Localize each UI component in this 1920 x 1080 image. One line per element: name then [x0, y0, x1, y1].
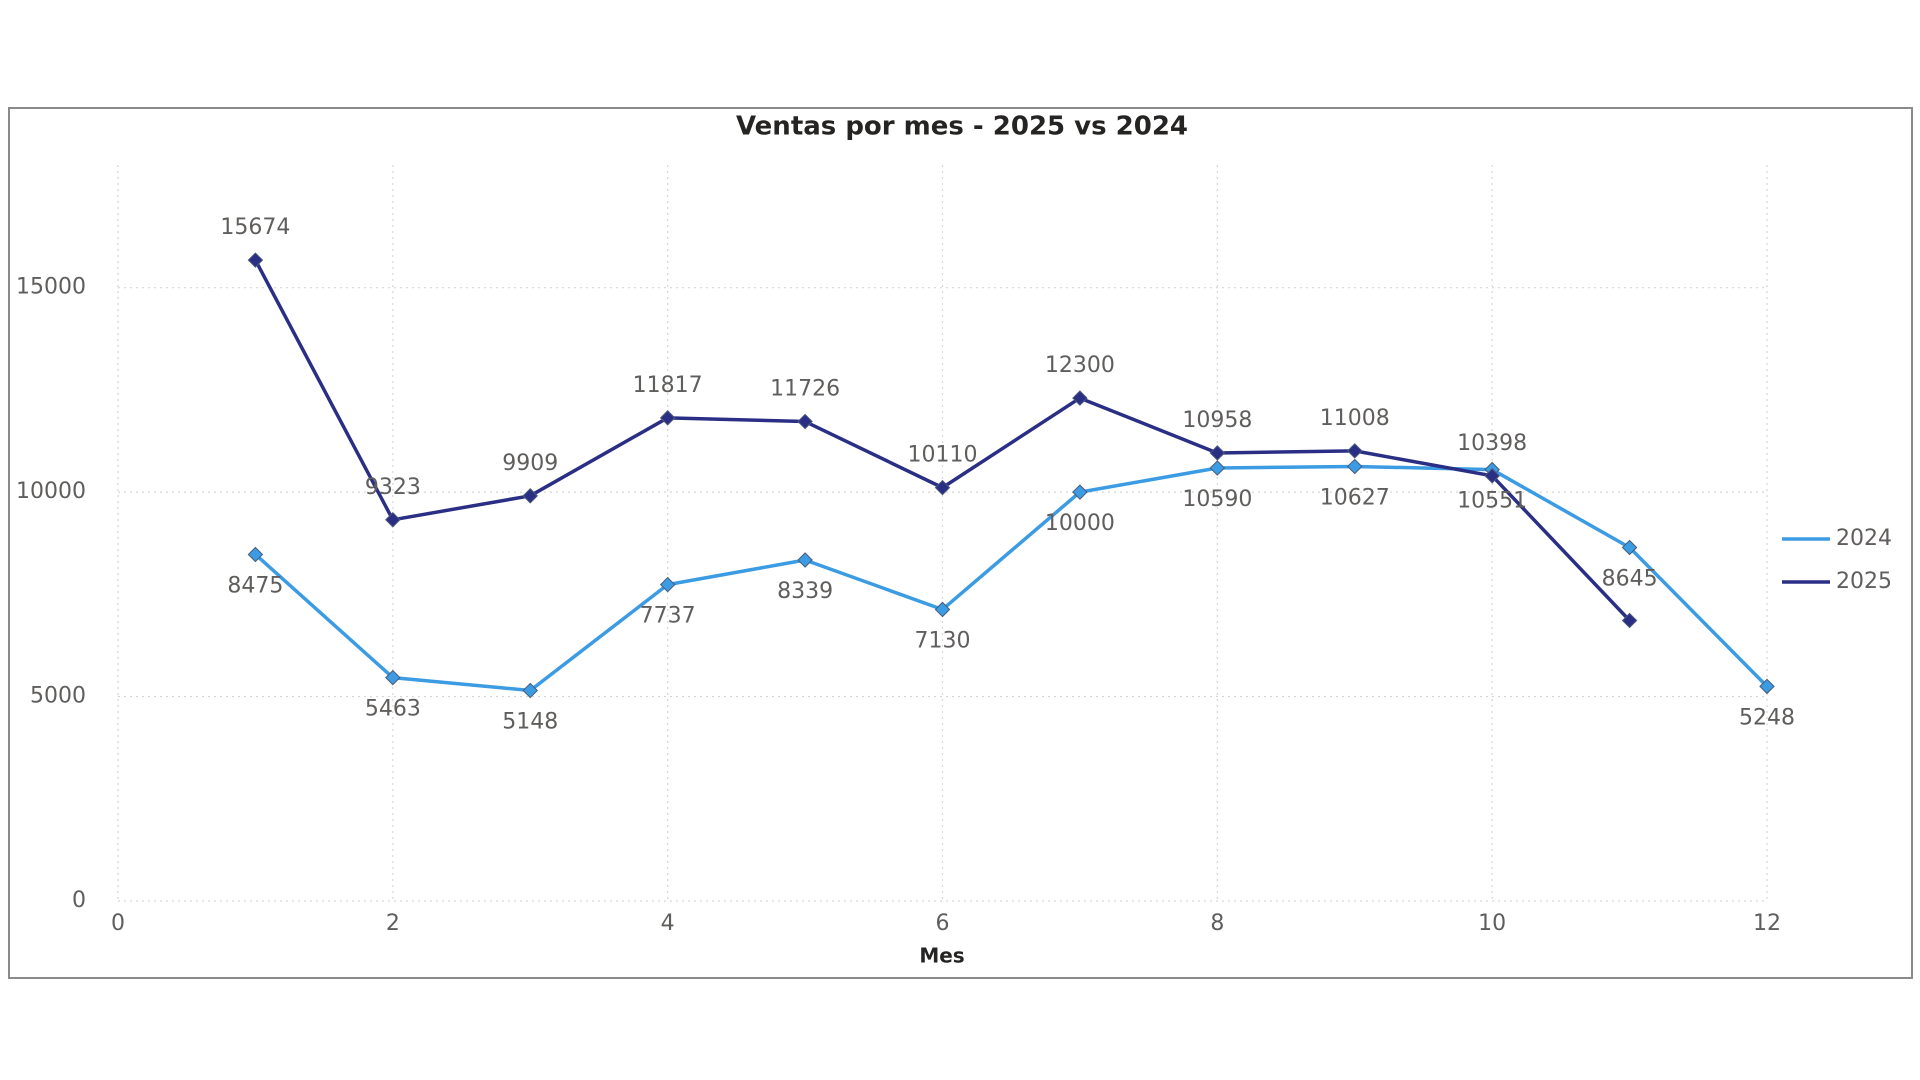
- legend-label: 2024: [1836, 526, 1892, 551]
- x-tick-label: 2: [386, 911, 400, 936]
- x-tick-label: 4: [661, 911, 675, 936]
- data-point: [1621, 539, 1638, 556]
- data-point: [1346, 458, 1363, 475]
- x-tick-label: 10: [1478, 911, 1506, 936]
- data-point: [1759, 678, 1775, 695]
- data-point: [797, 413, 813, 430]
- data-label: 5148: [502, 710, 558, 735]
- data-label: 15674: [220, 215, 290, 240]
- series-line: [254, 464, 1769, 693]
- data-label: 11726: [770, 377, 840, 402]
- x-tick-label: 0: [111, 911, 125, 936]
- data-label: 12300: [1045, 353, 1115, 378]
- chart-frame: [8, 107, 1913, 979]
- data-point: [522, 488, 539, 504]
- data-label: 8645: [1602, 567, 1658, 592]
- data-point: [1209, 445, 1226, 461]
- x-axis-title: Mes: [919, 944, 964, 968]
- data-point: [934, 479, 951, 496]
- data-point: [385, 512, 401, 528]
- data-label: 10000: [1045, 511, 1115, 536]
- data-point: [797, 552, 813, 568]
- data-label: 10110: [908, 443, 978, 468]
- data-label: 8475: [227, 573, 283, 598]
- data-label: 7737: [640, 604, 696, 629]
- data-point: [934, 601, 951, 618]
- data-point: [1621, 612, 1638, 629]
- data-point: [1484, 468, 1500, 484]
- x-tick-label: 6: [936, 911, 950, 936]
- data-label: 9323: [365, 475, 421, 500]
- data-label: 7130: [915, 628, 971, 653]
- data-label: 11008: [1320, 406, 1390, 431]
- data-point: [1072, 484, 1088, 500]
- x-tick-label: 8: [1210, 911, 1224, 936]
- data-point: [1072, 390, 1088, 406]
- data-point: [659, 410, 676, 426]
- data-point: [247, 252, 264, 268]
- data-label: 11817: [633, 373, 703, 398]
- data-point: [385, 669, 401, 686]
- data-label: 5248: [1739, 705, 1795, 730]
- data-label: 9909: [502, 451, 558, 476]
- y-tick-label: 15000: [16, 275, 86, 300]
- y-tick-label: 5000: [30, 684, 86, 709]
- data-label: 10627: [1320, 485, 1390, 510]
- data-point: [1209, 460, 1226, 476]
- legend-label: 2025: [1836, 569, 1892, 594]
- data-label: 10398: [1457, 431, 1527, 456]
- data-point: [1346, 443, 1363, 459]
- data-label: 8339: [777, 579, 833, 604]
- data-point: [522, 682, 539, 699]
- x-tick-label: 12: [1753, 911, 1781, 936]
- data-point: [659, 576, 676, 593]
- series-line: [253, 259, 1631, 622]
- data-label: 10958: [1182, 408, 1252, 433]
- chart-title: Ventas por mes - 2025 vs 2024: [736, 112, 1188, 142]
- data-label: 10551: [1457, 489, 1527, 514]
- data-label: 5463: [365, 697, 421, 722]
- y-tick-label: 10000: [16, 479, 86, 504]
- data-point: [247, 546, 264, 563]
- y-tick-label: 0: [72, 888, 86, 913]
- data-label: 10590: [1182, 487, 1252, 512]
